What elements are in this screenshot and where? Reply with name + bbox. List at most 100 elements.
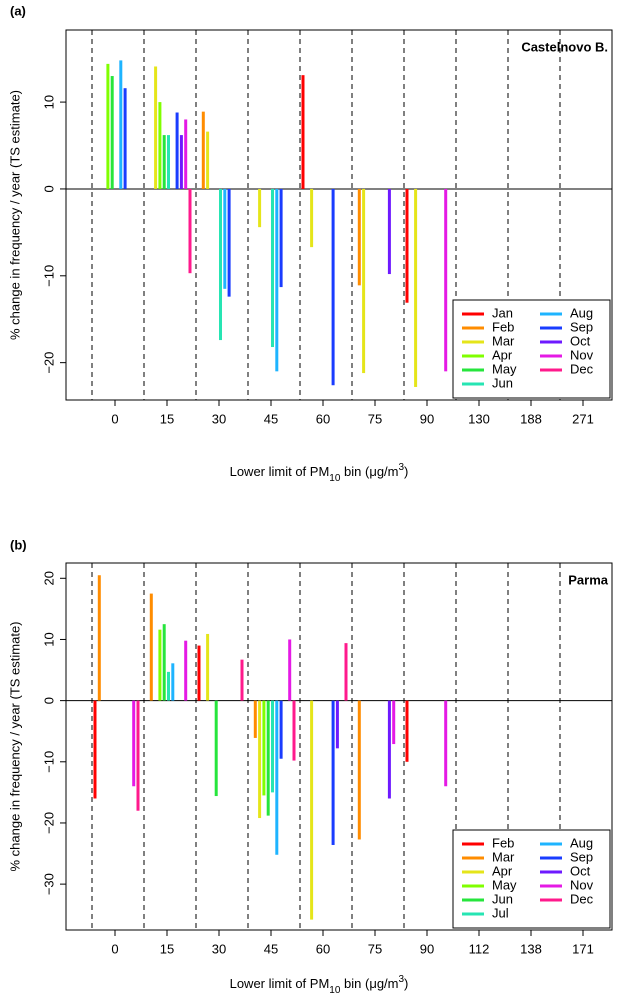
bar <box>136 700 140 811</box>
x-axis-label-part: 10 <box>329 473 341 484</box>
bar <box>387 700 391 799</box>
legend-label: Nov <box>570 347 594 362</box>
bar <box>258 700 262 819</box>
bar <box>162 624 166 701</box>
y-tick-label: −30 <box>41 873 56 895</box>
bar <box>275 188 279 372</box>
panel: (b) Parma −30 −20 −10 0 10 20 % change in freque… <box>7 537 613 996</box>
bar <box>310 700 314 920</box>
x-axis-label-part: Lower limit of PM <box>230 464 330 479</box>
legend-label: Jun <box>492 891 513 906</box>
bar <box>162 135 166 189</box>
bar <box>344 643 348 701</box>
bar <box>171 663 175 701</box>
legend-label: Mar <box>492 333 515 348</box>
x-tick-label: 45 <box>264 411 278 426</box>
y-tick-label: 10 <box>41 632 56 646</box>
x-tick-label: 0 <box>111 411 118 426</box>
bar <box>132 700 136 787</box>
bar <box>414 188 418 387</box>
x-axis-label-part: 3 <box>398 974 404 985</box>
bar <box>262 700 266 796</box>
bar <box>266 700 270 816</box>
legend-label: Feb <box>492 319 514 334</box>
bar <box>119 60 123 189</box>
x-axis-label-part: 3 <box>398 462 404 473</box>
x-axis-label: Lower limit of PM10 bin (μg/m3) <box>230 462 409 484</box>
bar <box>331 700 335 845</box>
bar <box>444 700 448 787</box>
annotation: Castelnovo B. <box>521 39 608 54</box>
legend-label: Jul <box>492 905 509 920</box>
x-axis-label-part: ) <box>404 464 408 479</box>
bar <box>206 633 210 701</box>
legend-label: Nov <box>570 877 594 892</box>
legend-label: Apr <box>492 863 513 878</box>
bar <box>362 188 366 374</box>
bar <box>253 700 257 738</box>
bar <box>179 135 183 189</box>
bar <box>188 188 192 274</box>
bar <box>206 131 210 189</box>
legend-label: Sep <box>570 319 593 334</box>
legend-label: May <box>492 877 517 892</box>
bar <box>201 111 205 189</box>
legend-label: Dec <box>570 891 594 906</box>
legend-label: Apr <box>492 347 513 362</box>
bar <box>214 700 218 797</box>
bar <box>227 188 231 297</box>
legend-box <box>452 299 611 399</box>
bar <box>93 700 97 799</box>
x-axis-label-part: bin (μg/m <box>340 976 398 991</box>
legend-box <box>452 829 611 929</box>
legend-label: Oct <box>570 333 591 348</box>
bar <box>223 188 227 289</box>
bar <box>357 188 361 286</box>
x-tick-label: 138 <box>520 941 542 956</box>
bar <box>184 119 188 189</box>
plot-frame <box>65 562 613 931</box>
x-tick-label: 15 <box>160 941 174 956</box>
bar <box>158 102 162 189</box>
bar <box>271 700 274 793</box>
x-tick-label: 130 <box>468 411 490 426</box>
y-tick-label: −20 <box>41 352 56 374</box>
bar <box>158 629 162 701</box>
bar <box>444 188 448 372</box>
bar <box>331 188 335 386</box>
legend-label: Jan <box>492 305 513 320</box>
x-axis-label-part: bin (μg/m <box>340 464 398 479</box>
x-axis-label-part: 10 <box>329 985 341 996</box>
x-axis-label-part: ) <box>404 976 408 991</box>
x-tick-label: 60 <box>316 941 330 956</box>
legend-label: May <box>492 361 517 376</box>
legend-label: Aug <box>570 305 593 320</box>
bar <box>219 188 222 341</box>
x-tick-label: 15 <box>160 411 174 426</box>
bar <box>154 66 158 189</box>
x-tick-label: 171 <box>572 941 594 956</box>
bar <box>405 700 409 762</box>
bar <box>175 112 179 189</box>
bar <box>387 188 391 275</box>
bar <box>97 575 101 701</box>
bar <box>110 76 114 189</box>
annotation: Parma <box>568 572 609 587</box>
y-tick-label: −20 <box>41 812 56 834</box>
legend-label: Feb <box>492 835 514 850</box>
plot-frame <box>65 29 613 401</box>
bar <box>271 188 274 348</box>
panel: (a) Castelnovo B. −20 −10 0 10 % change in fre… <box>7 3 613 484</box>
y-tick-label: −10 <box>41 751 56 773</box>
bar <box>288 639 292 701</box>
bar <box>167 671 170 701</box>
x-axis-label: Lower limit of PM10 bin (μg/m3) <box>230 974 409 996</box>
x-tick-label: 30 <box>212 941 226 956</box>
bar <box>292 700 296 761</box>
y-axis-label: % change in frequency / year (TS estimat… <box>7 621 22 871</box>
bar <box>275 700 279 855</box>
bar <box>149 593 153 701</box>
bar <box>405 188 409 303</box>
legend-label: Sep <box>570 849 593 864</box>
bar <box>184 640 188 701</box>
